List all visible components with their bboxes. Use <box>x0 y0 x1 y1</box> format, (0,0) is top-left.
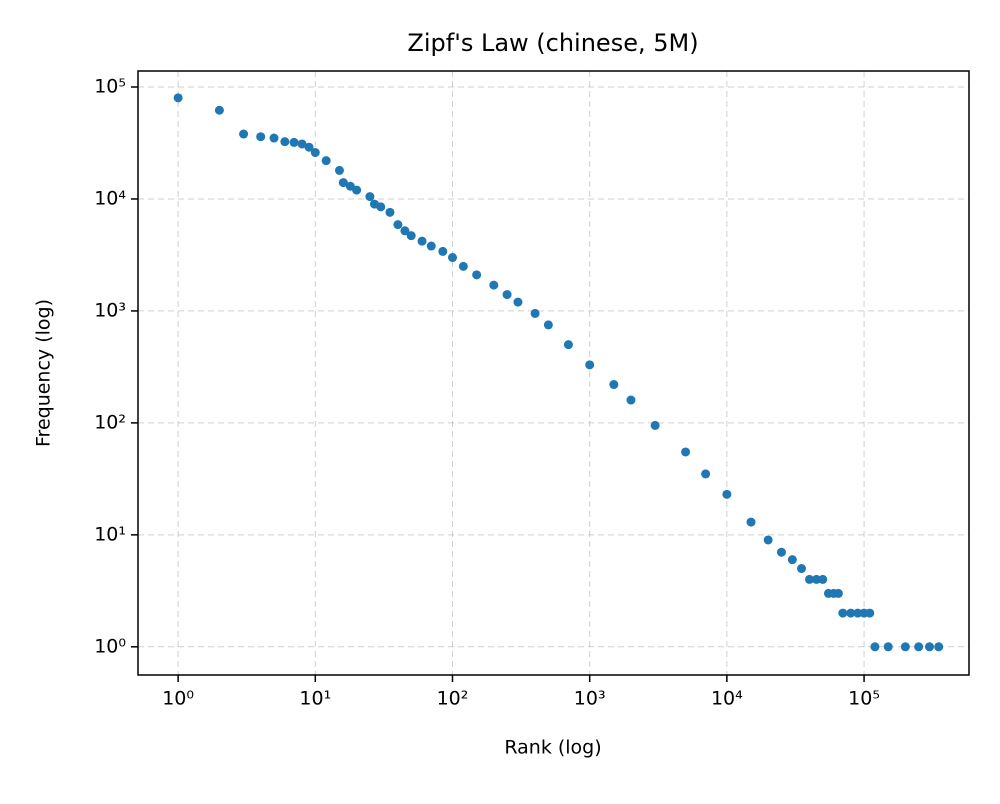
point <box>585 360 595 370</box>
point <box>833 588 843 598</box>
point <box>763 535 773 545</box>
point <box>269 133 279 143</box>
point <box>426 241 436 251</box>
chart-title: Zipf's Law (chinese, 5M) <box>407 29 698 57</box>
point <box>681 447 691 457</box>
x-axis-label: Rank (log) <box>504 737 601 759</box>
point <box>925 642 935 652</box>
point <box>400 226 410 236</box>
point <box>846 608 856 618</box>
point <box>256 132 266 142</box>
x-tick-label: 10³ <box>574 688 606 710</box>
y-tick-label: 10⁴ <box>94 187 126 209</box>
point <box>321 156 331 166</box>
point <box>280 137 290 147</box>
point <box>472 270 482 280</box>
point <box>502 290 512 300</box>
point <box>811 574 821 584</box>
point <box>818 574 828 584</box>
point <box>385 207 395 217</box>
point <box>310 148 320 158</box>
y-tick-label: 10⁵ <box>94 76 126 98</box>
point <box>304 142 314 152</box>
point <box>865 608 875 618</box>
point <box>376 202 386 212</box>
point <box>214 105 224 115</box>
x-tick-label: 10¹ <box>299 688 331 710</box>
plot-frame <box>137 70 970 676</box>
point <box>797 564 807 574</box>
point <box>239 129 249 139</box>
point <box>297 139 307 149</box>
point <box>838 608 848 618</box>
point <box>352 185 362 195</box>
point <box>900 642 910 652</box>
point <box>289 137 299 147</box>
point <box>513 297 523 307</box>
point <box>883 642 893 652</box>
x-tick-label: 10⁵ <box>848 688 880 710</box>
point <box>458 261 468 271</box>
point <box>334 165 344 175</box>
y-tick-label: 10² <box>94 411 126 433</box>
point <box>853 608 863 618</box>
point <box>914 642 924 652</box>
point <box>804 574 814 584</box>
point <box>338 178 348 188</box>
point <box>543 320 553 330</box>
point <box>701 469 711 479</box>
point <box>563 340 573 350</box>
y-tick-label: 10³ <box>94 299 126 321</box>
x-tick-label: 10² <box>437 688 469 710</box>
x-tick-label: 10⁰ <box>162 688 194 710</box>
point <box>870 642 880 652</box>
y-axis-label: Frequency (log) <box>33 299 55 447</box>
x-tick-label: 10⁴ <box>711 688 743 710</box>
point <box>722 489 732 499</box>
point <box>787 555 797 565</box>
point <box>650 420 660 430</box>
point <box>746 517 756 527</box>
point <box>173 93 183 103</box>
point <box>393 220 403 230</box>
point <box>447 253 457 263</box>
point <box>530 308 540 318</box>
point <box>406 231 416 241</box>
point <box>489 280 499 290</box>
y-tick-label: 10¹ <box>94 523 126 545</box>
point <box>776 547 786 557</box>
point <box>417 236 427 246</box>
point <box>365 192 375 202</box>
point <box>934 642 944 652</box>
point <box>438 246 448 256</box>
point <box>609 380 619 390</box>
y-tick-label: 10⁰ <box>94 635 126 657</box>
point <box>626 395 636 405</box>
